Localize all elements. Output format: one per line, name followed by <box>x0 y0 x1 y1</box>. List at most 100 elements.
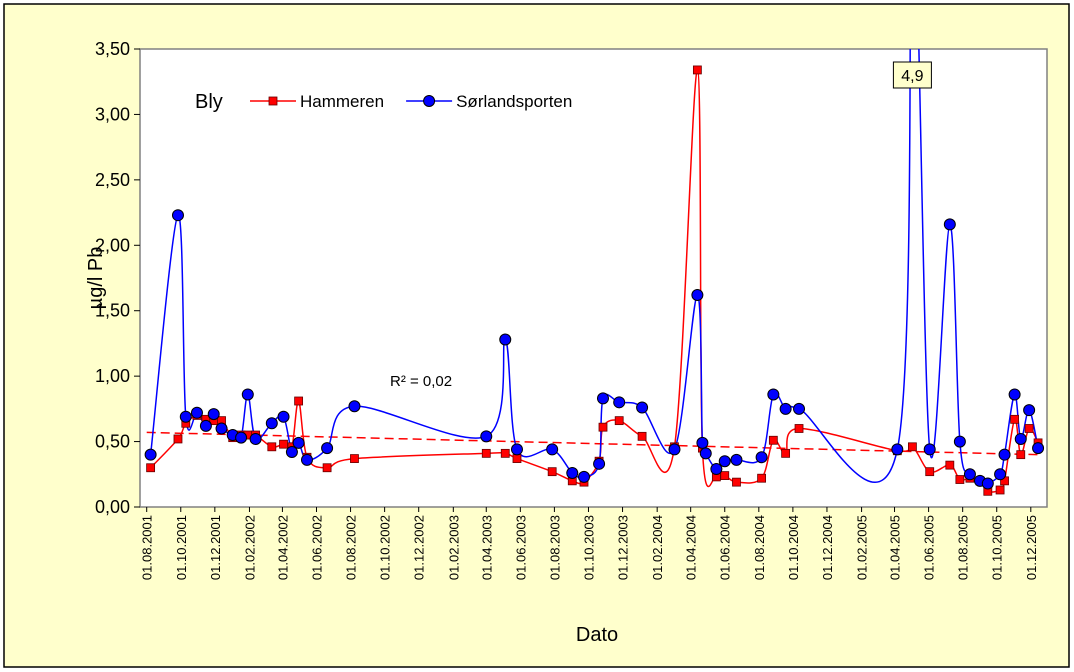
marker <box>943 218 956 231</box>
marker <box>267 442 277 452</box>
x-tick-label: 01.02.2002 <box>242 515 257 580</box>
x-tick-label: 01.04.2005 <box>888 515 903 580</box>
y-tick-label: 1,00 <box>95 366 130 386</box>
marker <box>636 401 649 414</box>
marker <box>691 289 704 302</box>
marker <box>292 436 305 449</box>
marker <box>732 477 741 487</box>
data-label: 4,9 <box>901 68 923 85</box>
marker <box>547 467 557 477</box>
marker <box>294 396 304 406</box>
marker <box>757 473 767 483</box>
x-tick-label: 01.10.2005 <box>990 515 1005 580</box>
trendline <box>146 431 1039 456</box>
marker <box>692 65 702 75</box>
marker <box>994 468 1007 481</box>
x-tick-label: 01.12.2002 <box>412 515 427 580</box>
plot: R² = 0,02 4,9 Bly Hammeren Sørlandsporten <box>144 49 1045 496</box>
marker <box>249 432 262 445</box>
x-tick-label: 01.08.2001 <box>140 515 155 580</box>
legend-title: Bly <box>195 91 223 113</box>
trendline-label: R² = 0,02 <box>390 373 452 390</box>
x-tick-label: 01.08.2002 <box>344 515 359 580</box>
marker <box>923 443 936 456</box>
x-tick-label: 01.12.2004 <box>820 515 835 580</box>
marker <box>546 443 559 456</box>
x-tick-label: 01.04.2003 <box>479 515 494 580</box>
y-tick-label: 2,00 <box>95 235 130 255</box>
marker <box>995 485 1005 495</box>
marker <box>768 435 778 445</box>
marker <box>981 477 994 490</box>
marker <box>1032 442 1045 455</box>
marker <box>512 454 522 463</box>
marker <box>481 448 491 458</box>
x-tick-label: 01.06.2005 <box>922 515 937 580</box>
marker <box>718 455 731 468</box>
marker <box>144 448 157 461</box>
marker <box>794 424 804 433</box>
marker <box>696 436 709 449</box>
marker <box>614 416 624 426</box>
x-tick-label: 01.08.2005 <box>956 515 971 580</box>
x-tick-label: 01.06.2002 <box>309 515 324 580</box>
marker <box>767 388 780 401</box>
legend-marker <box>268 96 278 106</box>
marker <box>578 470 591 483</box>
plot-area <box>139 48 1048 508</box>
marker <box>179 410 192 423</box>
marker <box>1016 450 1026 460</box>
legend-label: Hammeren <box>300 92 384 111</box>
x-tick-label: 01.02.2005 <box>855 515 870 580</box>
marker <box>998 448 1011 461</box>
x-tick-label: 01.08.2003 <box>547 515 562 580</box>
marker <box>720 471 730 480</box>
marker <box>963 468 976 481</box>
x-tick-label: 01.12.2001 <box>208 515 223 580</box>
marker <box>955 475 965 484</box>
marker <box>793 402 806 415</box>
marker <box>908 442 917 452</box>
marker <box>598 422 608 432</box>
x-tick-label: 01.02.2003 <box>446 515 461 580</box>
marker <box>1023 404 1036 417</box>
marker <box>480 430 493 443</box>
marker <box>171 209 184 222</box>
marker <box>348 400 361 413</box>
y-tick-label: 3,00 <box>95 104 130 124</box>
x-tick-label: 01.08.2004 <box>752 515 767 580</box>
marker <box>241 388 254 401</box>
marker <box>730 453 743 466</box>
marker <box>146 463 156 473</box>
marker <box>781 448 791 458</box>
x-tick-label: 01.10.2002 <box>378 515 393 580</box>
y-tick-label: 0,50 <box>95 432 130 452</box>
x-tick-label: 01.06.2003 <box>513 515 528 580</box>
marker <box>1024 424 1034 433</box>
x-axis-label: Dato <box>576 624 618 646</box>
marker <box>566 466 579 479</box>
marker <box>300 453 313 466</box>
x-tick-label: 01.04.2004 <box>684 515 699 580</box>
marker <box>500 448 510 458</box>
y-tick-label: 3,50 <box>95 39 130 59</box>
marker <box>173 434 183 444</box>
marker <box>510 443 523 456</box>
marker <box>350 454 359 463</box>
marker <box>891 443 904 456</box>
marker <box>596 392 609 405</box>
marker <box>199 419 212 432</box>
marker <box>779 402 792 415</box>
marker <box>321 442 334 455</box>
marker <box>499 333 512 346</box>
y-tick-label: 2,50 <box>95 170 130 190</box>
marker <box>925 467 935 477</box>
marker <box>215 422 228 435</box>
marker <box>755 451 768 464</box>
y-axis-label: µg/l Pb <box>85 247 107 310</box>
marker <box>265 417 278 430</box>
marker <box>953 435 966 448</box>
x-tick-label: 01.02.2004 <box>650 515 665 580</box>
x-tick-label: 01.04.2002 <box>275 515 290 580</box>
